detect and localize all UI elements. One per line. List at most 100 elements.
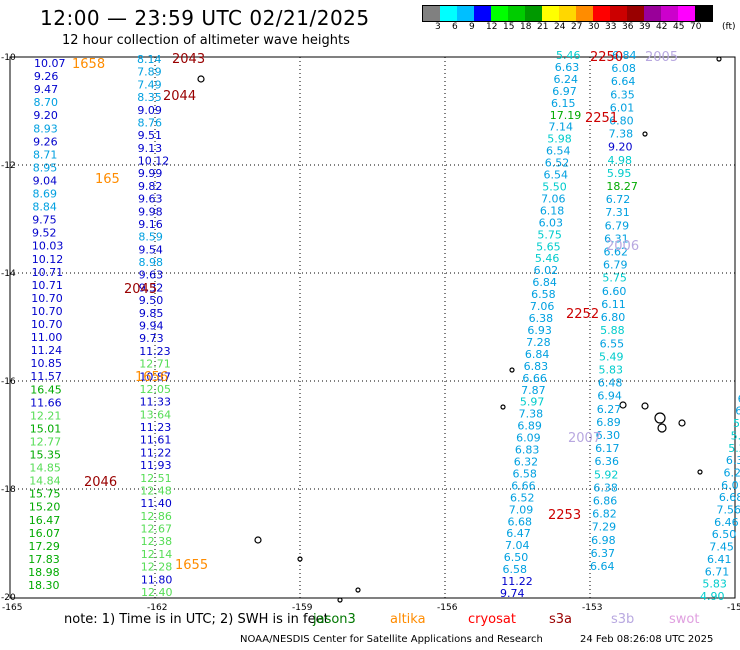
wave-height-value: 9.94 (139, 320, 164, 333)
wave-height-value: 5.88 (600, 324, 625, 337)
wave-height-value: 6.66 (511, 479, 536, 492)
wave-height-value: 9.04 (33, 174, 58, 187)
wave-height-value: 6.37 (591, 547, 616, 560)
wave-height-value: 16.47 (29, 514, 61, 527)
island-outline (297, 556, 303, 562)
color-scale-labels: 3 6 9 12 15 18 21 24 27 30 33 36 39 42 45 70 (ft) (422, 22, 740, 34)
wave-height-value: 11.24 (31, 344, 63, 357)
wave-height-value: 9.51 (138, 129, 163, 142)
wave-height-value: 9.09 (137, 104, 162, 117)
wave-height-value: 6.83 (515, 444, 540, 457)
wave-height-value: 9.63 (139, 269, 164, 282)
lon-label: -15 (727, 603, 740, 613)
wave-height-value: 7.56 (716, 504, 740, 517)
wave-height-value: 6.63 (555, 61, 580, 74)
longitude-labels: -165 -162 -159 -156 -153 -15 (2, 603, 740, 613)
island-outline (254, 536, 262, 544)
wave-height-value: 11.66 (30, 396, 61, 409)
wave-height-value: 9.63 (138, 193, 163, 206)
wave-height-value: 12.67 (141, 523, 173, 536)
wave-height-value: 12.71 (139, 358, 171, 371)
island-outline (678, 419, 686, 427)
wave-height-value: 6.38 (593, 481, 618, 494)
wave-height-value: 15.20 (29, 501, 61, 514)
wave-height-value: 15.75 (29, 488, 61, 501)
wave-height-value: 5.50 (542, 181, 567, 194)
wave-height-value: 6.52 (545, 157, 570, 170)
wave-height-value: 8.95 (33, 161, 58, 174)
wave-height-value: 6.18 (540, 204, 565, 217)
scale-label: 45 (673, 22, 685, 32)
wave-height-value: 6.79 (603, 259, 628, 272)
wave-height-value: 6.02 (534, 264, 559, 277)
pass-label: 2252 (566, 307, 599, 322)
pass-label: 2045 (124, 282, 157, 297)
wave-height-value: 5.98 (547, 133, 572, 146)
wave-height-value: 8.84 (32, 201, 57, 214)
wave-height-value: 7.06 (541, 192, 566, 205)
map-title: 12:00 — 23:59 UTC 02/21/2025 (40, 6, 370, 30)
wave-height-value: 5.65 (536, 240, 561, 253)
wave-height-value: 8.71 (33, 148, 58, 161)
wave-height-value: 6.52 (510, 491, 535, 504)
wave-height-value: 11.40 (140, 497, 172, 510)
wave-height-value: 17.83 (28, 553, 60, 566)
wave-height-value: 18.30 (28, 579, 60, 592)
island-outline (355, 587, 361, 593)
lat-label: -14 (1, 269, 16, 279)
footnote: note: 1) Time is in UTC; 2) SWH is in fe… (64, 612, 329, 627)
scale-label: 39 (639, 22, 651, 32)
wave-height-value: 7.31 (605, 206, 630, 219)
wave-height-value: 7.87 (521, 384, 546, 397)
wave-height-value: 6.66 (522, 372, 547, 385)
wave-height-value: 6.93 (527, 324, 552, 337)
wave-height-value: 6.50 (712, 528, 737, 541)
wave-height-value: 9.73 (139, 332, 164, 345)
wave-height-value: 5.46 (535, 252, 560, 265)
wave-height-value: 5.75 (602, 272, 627, 285)
wave-height-value: 6.82 (592, 508, 617, 521)
wave-height-value: 6.71 (705, 565, 730, 578)
scale-swatch (627, 6, 644, 21)
pass-label: 2251 (585, 111, 618, 126)
wave-height-value: 8.76 (137, 116, 162, 129)
scale-label: 3 (435, 22, 441, 32)
wave-height-value: 17.19 (550, 109, 582, 122)
wave-height-value: 6.48 (598, 377, 623, 390)
wave-height-value: 11.22 (140, 446, 172, 459)
satellite-name: s3b (611, 612, 635, 627)
scale-label: 33 (605, 22, 617, 32)
scale-swatch (695, 6, 712, 21)
wave-height-value: 8.14 (137, 53, 162, 66)
wave-height-value: 12.14 (141, 548, 173, 561)
wave-height-value: 11.23 (140, 421, 172, 434)
island-outline (337, 597, 343, 603)
wave-height-value: 7.29 (592, 521, 617, 534)
wave-height-value: 6.55 (600, 337, 625, 350)
wave-height-value: 6.30 (596, 429, 621, 442)
lat-label: -20 (1, 593, 16, 603)
wave-height-value: 15.35 (30, 449, 62, 462)
lon-label: -159 (292, 603, 313, 613)
wave-height-value: 6.35 (610, 88, 635, 101)
scale-swatch (542, 6, 559, 21)
wave-height-value: 6.94 (597, 390, 622, 403)
wave-height-value: 9.47 (34, 83, 59, 96)
scale-label: 9 (469, 22, 475, 32)
lat-label: -10 (1, 53, 16, 63)
wave-height-value: 6.97 (552, 85, 577, 98)
wave-height-value: 18.98 (28, 566, 60, 579)
wave-height-value: 6.84 (532, 276, 557, 289)
wave-height-value: 9.54 (138, 243, 163, 256)
scale-swatch (474, 6, 491, 21)
wave-height-value: 11.33 (140, 396, 172, 409)
wave-height-value: 10.85 (31, 357, 63, 370)
wave-height-value: 11.23 (139, 345, 171, 358)
lat-label: -18 (1, 485, 16, 495)
scale-swatch (678, 6, 695, 21)
map-border (9, 56, 736, 599)
wave-height-value: 6.86 (593, 494, 618, 507)
wave-height-value: 7.45 (709, 541, 734, 554)
wave-height-value: 7.06 (530, 300, 555, 313)
island-outlines (197, 56, 722, 603)
